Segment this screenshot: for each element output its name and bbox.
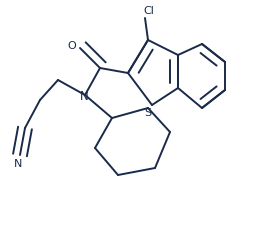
Text: N: N (80, 90, 88, 103)
Text: N: N (14, 159, 22, 169)
Text: Cl: Cl (143, 6, 154, 16)
Text: O: O (67, 41, 76, 51)
Text: S: S (144, 108, 151, 118)
